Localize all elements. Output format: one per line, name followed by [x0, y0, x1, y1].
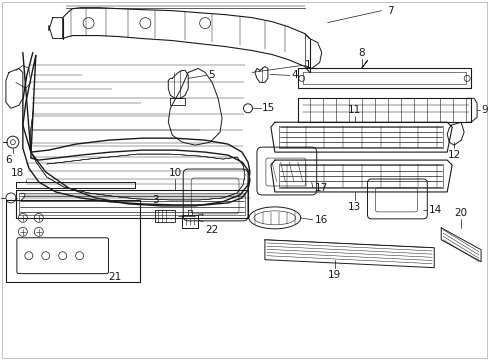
- Text: 8: 8: [358, 49, 364, 58]
- Text: 11: 11: [347, 105, 361, 115]
- Text: →: →: [197, 213, 203, 219]
- Text: 15: 15: [262, 103, 275, 113]
- Text: 6: 6: [5, 155, 12, 165]
- Text: 14: 14: [428, 205, 442, 215]
- Text: 9: 9: [480, 105, 487, 115]
- Text: 7: 7: [386, 6, 393, 15]
- Text: 20: 20: [454, 208, 467, 218]
- Text: 1: 1: [304, 60, 311, 71]
- Text: 2: 2: [19, 193, 25, 203]
- Bar: [6, 200, 140, 282]
- Text: 18: 18: [11, 168, 24, 178]
- Text: 3: 3: [152, 195, 158, 205]
- Text: 17: 17: [314, 183, 327, 193]
- Text: 22: 22: [205, 225, 218, 235]
- Text: 19: 19: [327, 270, 341, 280]
- Text: 12: 12: [447, 150, 460, 160]
- Text: 13: 13: [347, 202, 361, 212]
- Text: 16: 16: [314, 215, 327, 225]
- Text: 5: 5: [208, 71, 214, 80]
- Text: 21: 21: [108, 272, 122, 282]
- Text: 4: 4: [291, 71, 298, 80]
- Text: 10: 10: [168, 168, 182, 178]
